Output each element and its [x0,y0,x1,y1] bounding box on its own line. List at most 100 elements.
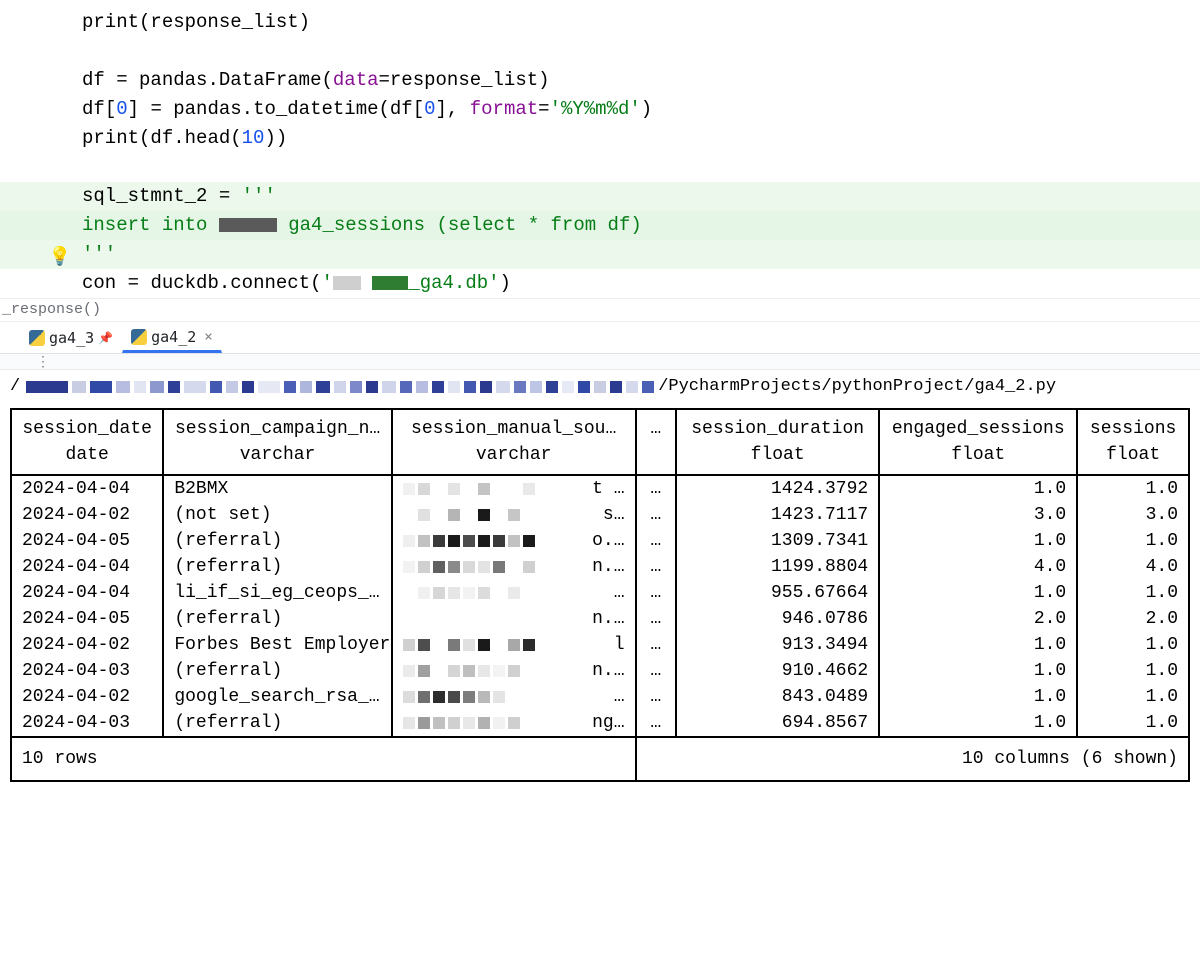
cell: B2BMX [163,475,391,502]
cell: … [636,528,677,554]
cell: 1.0 [879,710,1077,737]
cell: … [636,632,677,658]
cell: 2024-04-04 [11,580,163,606]
cell: 2024-04-05 [11,528,163,554]
cell: 946.0786 [676,606,879,632]
table-row: 2024-04-02google_search_rsa_………843.04891… [11,684,1189,710]
footer-rows: 10 rows [11,737,636,781]
cell: 1.0 [1077,632,1189,658]
tab-ga4_3[interactable]: ga4_3 📌 [20,322,122,353]
cell: 1.0 [1077,684,1189,710]
cell: 3.0 [879,502,1077,528]
breadcrumb: _response() [0,298,1200,322]
code-line: sql_stmnt_2 = ''' [0,182,1200,211]
cell: n.… [392,606,636,632]
cell: 1199.8804 [676,554,879,580]
table-row: 2024-04-02(not set)s……1423.71173.03.0 [11,502,1189,528]
console-path: / /PycharmProjects/pythonProject/ga4_2.p… [0,370,1200,404]
table-row: 2024-04-03(referral)n.……910.46621.01.0 [11,658,1189,684]
cell: 955.67664 [676,580,879,606]
cell: … [636,710,677,737]
cell: … [636,580,677,606]
table-body: 2024-04-04B2BMXt ……1424.37921.01.02024-0… [11,475,1189,737]
cell: n.… [392,554,636,580]
cell: (referral) [163,658,391,684]
cell: 1.0 [879,658,1077,684]
column-type: float [676,442,879,475]
code-editor[interactable]: 💡 print(response_list) df = pandas.DataF… [0,0,1200,298]
table-row: 2024-04-02Forbes Best Employerl…913.3494… [11,632,1189,658]
cell: 843.0489 [676,684,879,710]
cell: 2.0 [1077,606,1189,632]
column-type: varchar [163,442,391,475]
tab-label: ga4_3 [49,329,94,347]
table-header: session_datesession_campaign_n…session_m… [11,409,1189,475]
column-header: … [636,409,677,442]
cell: 2024-04-04 [11,475,163,502]
column-type [636,442,677,475]
code-line: insert into ga4_sessions (select * from … [0,211,1200,240]
cell: … [636,658,677,684]
cell: 1.0 [879,684,1077,710]
cell: 1.0 [1077,475,1189,502]
code-line [82,153,1200,182]
cell: … [392,580,636,606]
cell: 4.0 [1077,554,1189,580]
cell: 913.3494 [676,632,879,658]
table-row: 2024-04-04li_if_si_eg_ceops_………955.67664… [11,580,1189,606]
cell: 1.0 [879,528,1077,554]
code-line: df[0] = pandas.to_datetime(df[0], format… [82,95,1200,124]
path-suffix: /PycharmProjects/pythonProject/ga4_2.py [658,376,1056,398]
cell: t … [392,475,636,502]
close-icon[interactable]: × [204,329,212,345]
table-row: 2024-04-05(referral)o.……1309.73411.01.0 [11,528,1189,554]
column-type: float [879,442,1077,475]
cell: l [392,632,636,658]
cell: 2024-04-02 [11,684,163,710]
intention-bulb-icon[interactable]: 💡 [50,248,70,268]
cell: 2024-04-03 [11,658,163,684]
cell: … [636,684,677,710]
run-tabs: ga4_3 📌 ga4_2 × [0,322,1200,354]
tab-ga4_2[interactable]: ga4_2 × [122,322,222,353]
path-prefix: / [10,376,20,398]
pin-icon[interactable]: 📌 [98,331,113,345]
cell: 1.0 [1077,580,1189,606]
cell: … [636,502,677,528]
footer-cols: 10 columns (6 shown) [636,737,1189,781]
cell: 2.0 [879,606,1077,632]
table-row: 2024-04-03(referral)ng……694.85671.01.0 [11,710,1189,737]
cell: (referral) [163,554,391,580]
cell: 1.0 [1077,710,1189,737]
column-header: session_date [11,409,163,442]
table-row: 2024-04-05(referral)n.……946.07862.02.0 [11,606,1189,632]
cell: 2024-04-02 [11,632,163,658]
cell: o.… [392,528,636,554]
cell: 694.8567 [676,710,879,737]
cell: 2024-04-03 [11,710,163,737]
column-type: date [11,442,163,475]
column-type: varchar [392,442,636,475]
cell: 1309.7341 [676,528,879,554]
code-line: df = pandas.DataFrame(data=response_list… [82,66,1200,95]
cell: 1.0 [1077,658,1189,684]
cell: 1423.7117 [676,502,879,528]
code-line: con = duckdb.connect(' _ga4.db') [82,269,1200,298]
cell: ng… [392,710,636,737]
python-file-icon [131,329,147,345]
cell: 1.0 [879,580,1077,606]
cell: 4.0 [879,554,1077,580]
kebab-icon[interactable]: ⋮ [36,354,50,370]
cell: (referral) [163,528,391,554]
cell: (not set) [163,502,391,528]
column-header: session_duration [676,409,879,442]
cell: … [636,554,677,580]
run-toolbar: ⋮ [0,354,1200,370]
tab-label: ga4_2 [151,328,196,346]
cell: n.… [392,658,636,684]
code-line: print(df.head(10)) [82,124,1200,153]
cell: 1.0 [879,475,1077,502]
cell: (referral) [163,710,391,737]
code-line: print(response_list) [82,8,1200,37]
cell: s… [392,502,636,528]
